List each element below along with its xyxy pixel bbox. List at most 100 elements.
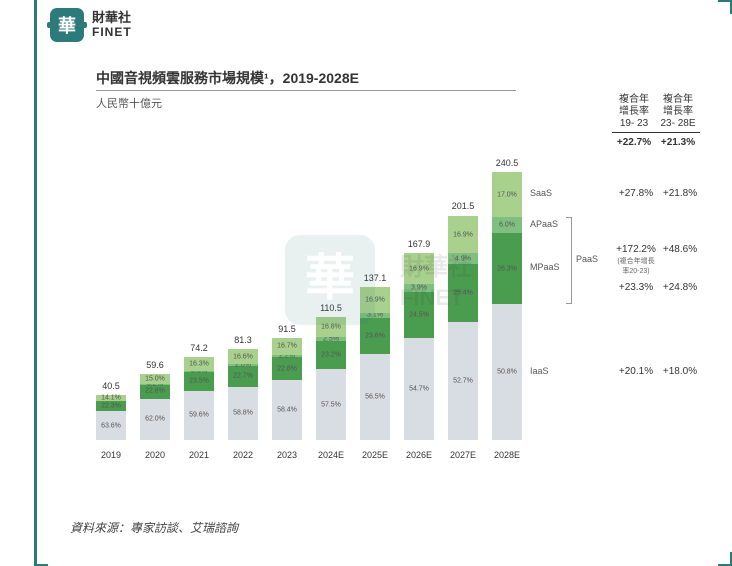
segment-label: 57.5%	[316, 401, 346, 408]
left-border	[34, 0, 37, 566]
bar: 56.5%23.6%3.1%16.9%137.12025E	[360, 287, 390, 440]
legend-mpaas: MPaaS	[530, 262, 560, 272]
bar-total: 137.1	[360, 273, 390, 283]
cagr-row-apaas: +172.2%+48.6%	[614, 244, 702, 255]
bar-segment-apaas: 2.2%	[272, 355, 302, 357]
segment-label: 26.3%	[492, 265, 522, 272]
bar-segment-iaas: 56.5%	[360, 354, 390, 440]
source-text: 資料來源：專家訪談、艾瑞諮詢	[70, 519, 238, 536]
corner-br	[718, 552, 732, 566]
cagr-head-1: 複合年 增長率 19- 23	[612, 92, 656, 133]
cagr-note: (複合年增長率20-23)	[614, 256, 658, 276]
cagr-row-mpaas: +23.3%+24.8%	[614, 282, 702, 293]
segment-label: 16.9%	[448, 231, 478, 238]
bar-segment-iaas: 59.6%	[184, 391, 214, 440]
bar-segment-saas: 17.0%	[492, 172, 522, 218]
bar-total: 110.5	[316, 303, 346, 313]
bar-year: 2021	[184, 450, 214, 460]
bar-year: 2023	[272, 450, 302, 460]
bar-segment-apaas: 6.0%	[492, 217, 522, 233]
bar-segment-iaas: 52.7%	[448, 322, 478, 440]
segment-label: 16.3%	[184, 361, 214, 368]
cagr-total-1: +22.7%	[612, 133, 656, 151]
bar-segment-mpaas: 22.8%	[272, 357, 302, 380]
bar-segment-saas: 16.8%	[316, 317, 346, 338]
segment-label: 15.0%	[140, 375, 170, 382]
bar: 62.0%22.8%0.2%15.0%59.62020	[140, 374, 170, 440]
bar-segment-apaas: 3.9%	[404, 284, 434, 291]
bar-segment-saas: 15.0%	[140, 374, 170, 384]
segment-label: 24.5%	[404, 311, 434, 318]
segment-label: 59.6%	[184, 412, 214, 419]
bar-year: 2022	[228, 450, 258, 460]
segment-label: 25.4%	[448, 290, 478, 297]
cagr-head-2: 複合年 增長率 23- 28E	[656, 92, 700, 133]
bar-segment-mpaas: 22.3%	[96, 401, 126, 411]
bar-segment-apaas: 4.9%	[448, 253, 478, 264]
bar-total: 91.5	[272, 324, 302, 334]
segment-label: 14.1%	[96, 395, 126, 402]
bar-segment-saas: 16.9%	[360, 287, 390, 313]
segment-label: 16.6%	[228, 353, 258, 360]
bar-year: 2025E	[360, 450, 390, 460]
segment-label: 6.0%	[492, 222, 522, 229]
bar-total: 201.5	[448, 201, 478, 211]
legend-saas: SaaS	[530, 188, 552, 198]
legend-iaas: IaaS	[530, 366, 549, 376]
segment-label: 16.9%	[360, 297, 390, 304]
cagr-table: 複合年 增長率 19- 23 複合年 增長率 23- 28E +22.7% +2…	[612, 92, 700, 151]
cagr-row-saas: +27.8%+21.8%	[614, 188, 702, 199]
corner-bl	[34, 552, 48, 566]
bar-chart: 63.6%22.3%14.1%40.5201962.0%22.8%0.2%15.…	[96, 140, 536, 470]
chart-title: 中國音視頻雲服務市場規模¹，2019-2028E	[96, 68, 359, 88]
bar-segment-iaas: 54.7%	[404, 338, 434, 440]
bar-segment-saas: 14.1%	[96, 395, 126, 401]
bar: 58.4%22.8%2.2%16.7%91.52023	[272, 338, 302, 440]
bar-segment-apaas: 2.0%	[228, 364, 258, 366]
bar-year: 2020	[140, 450, 170, 460]
segment-label: 58.4%	[272, 407, 302, 414]
segment-label: 54.7%	[404, 385, 434, 392]
bar-segment-saas: 16.7%	[272, 338, 302, 355]
bar-segment-iaas: 62.0%	[140, 399, 170, 440]
segment-label: 17.0%	[492, 191, 522, 198]
bar-segment-apaas: 3.1%	[360, 313, 390, 318]
legend-apaas: APaaS	[530, 219, 558, 229]
bar: 63.6%22.3%14.1%40.52019	[96, 395, 126, 440]
bar-segment-mpaas: 23.6%	[360, 318, 390, 354]
logo-cn: 財華社	[92, 11, 132, 25]
segment-label: 56.5%	[360, 393, 390, 400]
segment-label: 22.7%	[228, 373, 258, 380]
bar-total: 240.5	[492, 158, 522, 168]
bar-year: 2026E	[404, 450, 434, 460]
segment-label: 23.2%	[316, 351, 346, 358]
segment-label: 4.9%	[448, 255, 478, 262]
bar-year: 2028E	[492, 450, 522, 460]
bar-year: 2019	[96, 450, 126, 460]
title-underline	[96, 90, 516, 91]
logo-en: FINET	[92, 26, 132, 39]
bar-segment-saas: 16.9%	[448, 216, 478, 254]
corner-tr	[718, 0, 732, 14]
chart-subtitle: 人民幣十億元	[96, 95, 162, 111]
segment-label: 62.0%	[140, 416, 170, 423]
bar-segment-mpaas: 26.3%	[492, 233, 522, 303]
bar-segment-saas: 16.3%	[184, 357, 214, 370]
bar-total: 74.2	[184, 343, 214, 353]
paas-bracket	[566, 217, 572, 304]
segment-label: 23.6%	[360, 332, 390, 339]
segment-label: 16.7%	[272, 343, 302, 350]
segment-label: 3.9%	[404, 285, 434, 292]
bar-year: 2027E	[448, 450, 478, 460]
segment-label: 22.8%	[140, 388, 170, 395]
segment-label: 50.8%	[492, 368, 522, 375]
bar-segment-iaas: 58.8%	[228, 387, 258, 440]
cagr-row-iaas: +20.1%+18.0%	[614, 366, 702, 377]
bar-year: 2024E	[316, 450, 346, 460]
segment-label: 63.6%	[96, 422, 126, 429]
bar: 52.7%25.4%4.9%16.9%201.52027E	[448, 215, 478, 440]
bar: 50.8%26.3%6.0%17.0%240.52028E	[492, 172, 522, 440]
bar-segment-saas: 16.9%	[404, 253, 434, 285]
bar: 58.8%22.7%2.0%16.6%81.32022	[228, 349, 258, 440]
segment-label: 22.3%	[96, 403, 126, 410]
